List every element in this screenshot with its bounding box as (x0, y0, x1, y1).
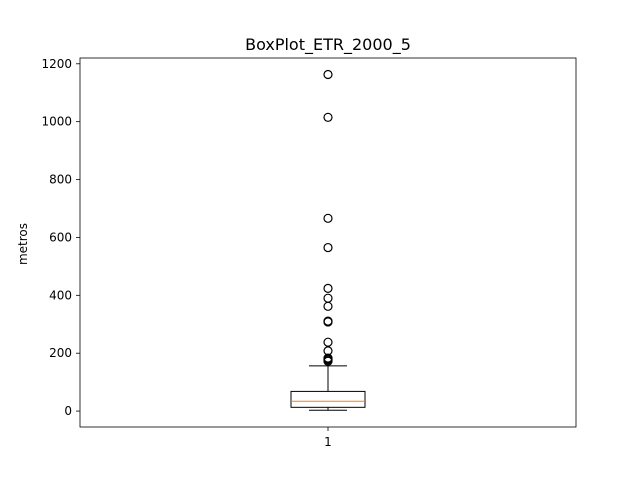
y-tick-label: 1200 (41, 57, 72, 71)
x-tick-label: 1 (324, 435, 332, 449)
outlier-point (323, 69, 333, 80)
y-tick-label: 1000 (41, 115, 72, 129)
outlier-point (323, 112, 333, 122)
outlier-point (323, 346, 333, 356)
outlier-point (323, 213, 333, 223)
y-tick-label: 400 (49, 288, 72, 302)
outlier-point (323, 301, 333, 311)
y-tick-label: 0 (64, 404, 72, 418)
outlier-point (323, 316, 333, 326)
y-tick-label: 800 (49, 173, 72, 187)
plot-area: 0 200 400 600 800 1000 1200 1 (41, 57, 577, 449)
outlier-point (323, 353, 333, 363)
outlier-point (323, 293, 333, 303)
outlier-point (323, 337, 333, 347)
chart-title: BoxPlot_ETR_2000_5 (245, 35, 411, 55)
y-tick-label: 600 (49, 230, 72, 244)
y-tick-label: 200 (49, 346, 72, 360)
outlier-point (323, 242, 333, 253)
y-axis-label: metros (16, 223, 30, 265)
iqr-box (290, 390, 366, 408)
outlier-point (323, 283, 333, 293)
